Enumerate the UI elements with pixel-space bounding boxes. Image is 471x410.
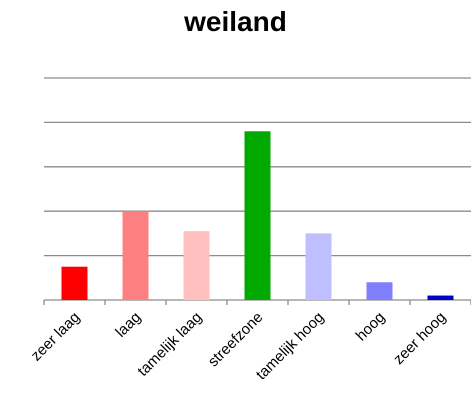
bar-tamelijk-laag <box>183 231 210 300</box>
bar-zeer-hoog <box>427 295 454 300</box>
bar-laag <box>122 211 149 300</box>
chart-title: weiland <box>184 6 287 37</box>
x-tick-label: streefzone <box>205 309 267 371</box>
bar-zeer-laag <box>61 266 88 300</box>
bar-tamelijk-hoog <box>305 233 332 300</box>
x-tick-label: laag <box>112 309 144 341</box>
x-tick-label: hoog <box>353 309 389 345</box>
bar-streefzone <box>244 131 271 300</box>
x-tick-label: zeer hoog <box>390 309 449 368</box>
x-tick-label: zeer laag <box>28 309 84 365</box>
x-tick-label: tamelijk laag <box>134 309 205 380</box>
bar-hoog <box>366 282 393 300</box>
